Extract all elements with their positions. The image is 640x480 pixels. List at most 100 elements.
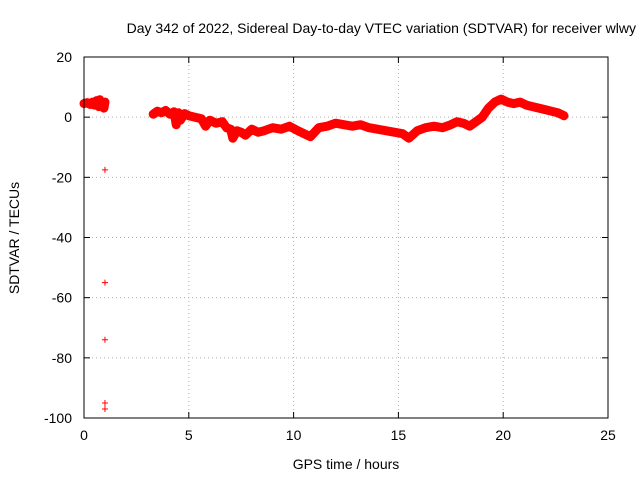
data-point (301, 130, 308, 137)
data-point (560, 112, 567, 119)
data-point (324, 123, 331, 130)
data-point (315, 124, 322, 131)
data-point (96, 96, 103, 103)
data-point (504, 99, 511, 106)
data-point (431, 123, 438, 130)
data-point (472, 118, 479, 125)
y-tick-label: -60 (52, 290, 72, 306)
data-point (414, 127, 421, 134)
data-point (101, 405, 108, 412)
y-tick-label: 0 (64, 109, 72, 125)
data-point (202, 123, 209, 130)
data-point (150, 111, 157, 118)
data-point (286, 123, 293, 130)
data-point (158, 109, 165, 116)
data-point (198, 115, 205, 122)
data-point (101, 166, 108, 173)
data-point (181, 110, 188, 117)
data-point (93, 97, 100, 104)
x-tick-label: 15 (391, 427, 407, 443)
data-point (454, 118, 461, 125)
data-point (223, 124, 230, 131)
x-tick-label: 0 (80, 427, 88, 443)
data-point (98, 100, 105, 107)
data-point (340, 121, 347, 128)
data-point (185, 112, 192, 119)
data-point (242, 132, 249, 139)
data-point (516, 99, 523, 106)
data-point (229, 135, 236, 142)
data-point (399, 130, 406, 137)
data-point (101, 336, 108, 343)
data-point (84, 99, 91, 106)
data-point (278, 126, 285, 133)
data-point (162, 107, 169, 114)
data-point (460, 120, 467, 127)
data-point (238, 129, 245, 136)
x-tick-label: 25 (600, 427, 616, 443)
data-point (542, 106, 549, 113)
grid-lines (84, 57, 608, 418)
chart-title: Day 342 of 2022, Sidereal Day-to-day VTE… (126, 20, 636, 36)
data-point (171, 108, 178, 115)
data-point (374, 126, 381, 133)
data-point (227, 126, 234, 133)
y-tick-label: -100 (44, 410, 72, 426)
plot-frame (83, 56, 609, 419)
data-point (479, 114, 486, 121)
data-point (554, 109, 561, 116)
data-point (173, 121, 180, 128)
data-point (206, 117, 213, 124)
data-point (166, 111, 173, 118)
data-point (529, 103, 536, 110)
data-point (91, 102, 98, 109)
data-point (349, 123, 356, 130)
data-point (485, 105, 492, 112)
data-point (535, 105, 542, 112)
data-point (523, 102, 530, 109)
y-axis-label: SDTVAR / TECUs (6, 181, 22, 295)
data-point (254, 129, 261, 136)
data-point (269, 124, 276, 131)
data-point (332, 120, 339, 127)
data-point (89, 99, 96, 106)
data-point (498, 96, 505, 103)
x-tick-label: 5 (185, 427, 193, 443)
data-point (405, 135, 412, 142)
data-point (439, 124, 446, 131)
data-point (100, 105, 107, 112)
data-point (101, 399, 108, 406)
data-band (148, 94, 569, 143)
data-point (261, 127, 268, 134)
data-point (548, 108, 555, 115)
data-point (294, 127, 301, 134)
data-point (466, 123, 473, 130)
data-point (95, 103, 102, 110)
data-point (234, 127, 241, 134)
y-tick-label: -20 (52, 169, 72, 185)
data-point (219, 118, 226, 125)
x-tick-label: 10 (286, 427, 302, 443)
x-axis-label: GPS time / hours (292, 456, 400, 472)
data-point (192, 114, 199, 121)
data-point (175, 109, 182, 116)
data-point (491, 99, 498, 106)
y-tick-label: -80 (52, 350, 72, 366)
y-tick-label: -40 (52, 230, 72, 246)
data-points (81, 96, 567, 412)
data-point (154, 108, 161, 115)
data-point (366, 124, 373, 131)
data-point (101, 279, 108, 286)
data-point (357, 121, 364, 128)
data-point (447, 121, 454, 128)
data-point (422, 124, 429, 131)
data-point (382, 127, 389, 134)
data-point (213, 120, 220, 127)
data-point (307, 133, 314, 140)
data-point (391, 129, 398, 136)
y-tick-label: 20 (56, 49, 72, 65)
data-point (101, 99, 108, 106)
x-tick-label: 20 (495, 427, 511, 443)
tick-labels: 0 5 10 15 20 25 20 0 -20 -40 -60 -80 -100 (44, 49, 616, 443)
